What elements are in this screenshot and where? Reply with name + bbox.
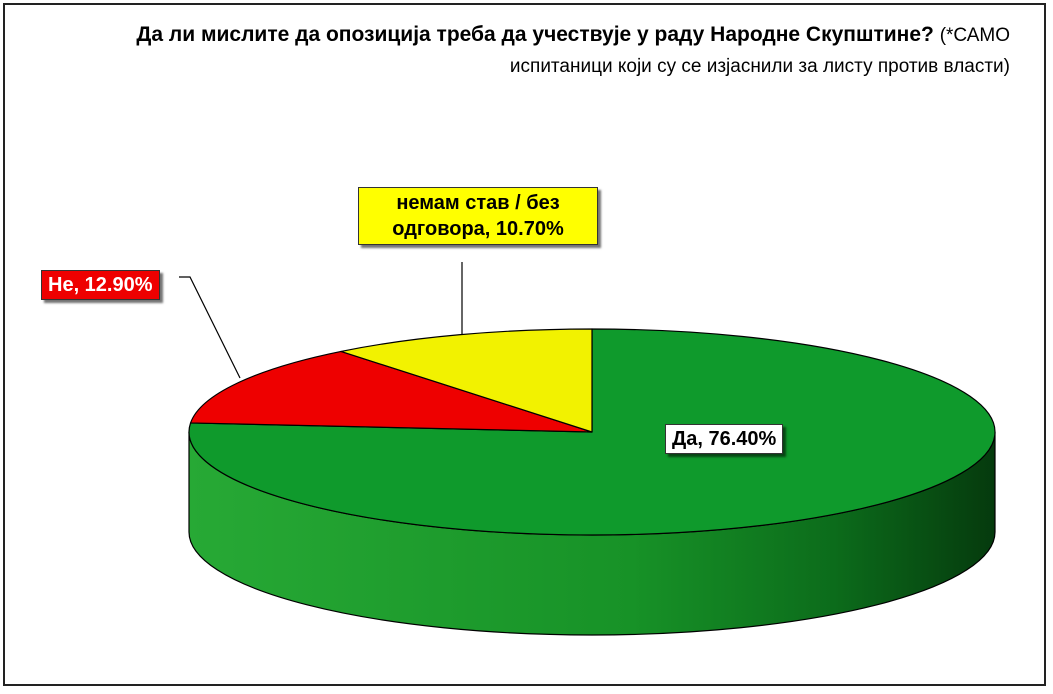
chart-title: Да ли мислите да опозиција треба да учес… [110,20,1010,82]
data-label-da: Да, 76.40% [665,424,784,454]
pie-slice-nemam-stav [340,328,593,433]
data-label-ne: Не, 12.90% [41,270,160,300]
chart-title-main: Да ли мислите да опозиција треба да учес… [136,23,934,46]
chart-subtitle: (*САМО испитаници који су се изјаснили з… [509,25,1010,77]
leader-line-ne [179,276,241,379]
pie-slice-ne [189,350,593,433]
data-label-nemam-stav: немам став / без одговора, 10.70% [358,187,598,245]
